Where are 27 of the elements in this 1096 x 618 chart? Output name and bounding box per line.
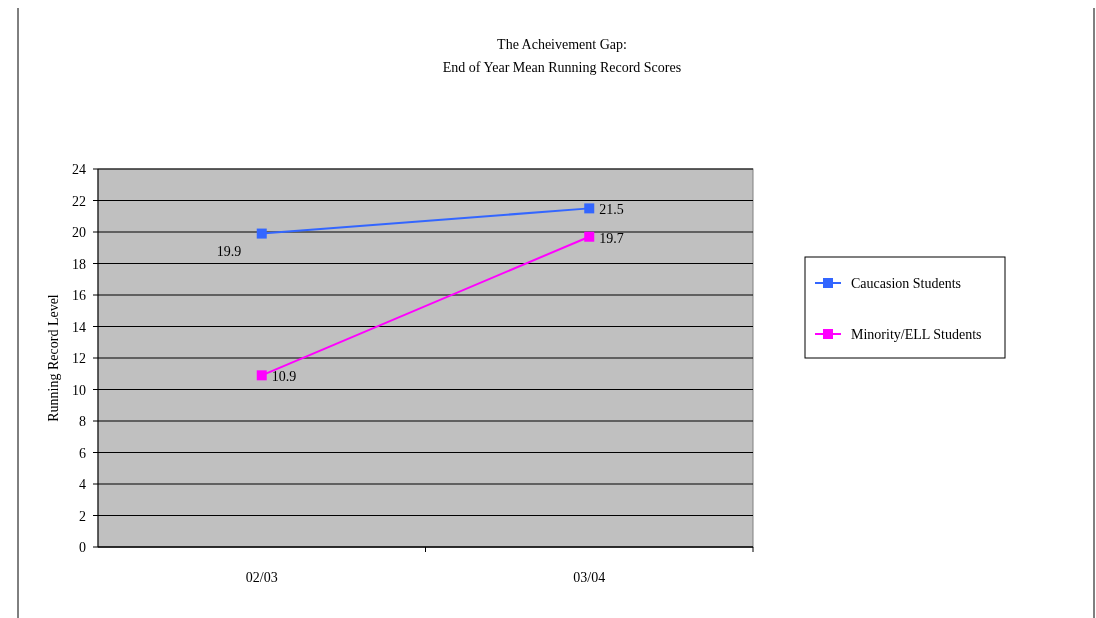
point [256, 370, 267, 381]
legend-label: Minority/ELL Students [851, 327, 982, 342]
y-tick-label: 22 [72, 193, 86, 209]
y-tick-label: 16 [72, 288, 86, 303]
data-label: 19.9 [216, 243, 242, 259]
point [256, 228, 267, 239]
data-label: 21.5 [599, 202, 624, 218]
y-tick-label: 14 [72, 319, 86, 335]
y-tick-label: 12 [72, 351, 86, 366]
chart-title: The Acheivement Gap: End of Year Mean Running Record Scores [442, 37, 682, 75]
y-tick-label: 6 [79, 445, 86, 461]
point [584, 231, 595, 242]
x-tick-label: 02/03 [245, 570, 278, 585]
y-tick-label: 2 [79, 508, 86, 524]
y-tick-label: 0 [79, 540, 86, 555]
y-tick-label: 18 [72, 256, 86, 272]
y-tick-label: 4 [79, 477, 86, 492]
y-tick-label: 24 [72, 162, 86, 177]
y-tick-label: 20 [72, 225, 86, 240]
y-tick-label: 10 [72, 382, 86, 398]
data-label: 19.7 [599, 230, 624, 246]
legend-label: Caucasion Students [851, 276, 962, 291]
data-label: 10.9 [271, 369, 297, 385]
y-tick-label: 8 [79, 414, 86, 429]
x-tick-label: 03/04 [573, 570, 606, 585]
point [584, 203, 595, 214]
y-axis-title: Running Record Level [46, 294, 61, 422]
